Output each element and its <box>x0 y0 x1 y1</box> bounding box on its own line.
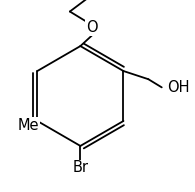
Text: O: O <box>86 20 98 35</box>
Text: Me: Me <box>17 118 39 133</box>
Text: Br: Br <box>72 161 88 175</box>
Text: OH: OH <box>168 80 190 95</box>
